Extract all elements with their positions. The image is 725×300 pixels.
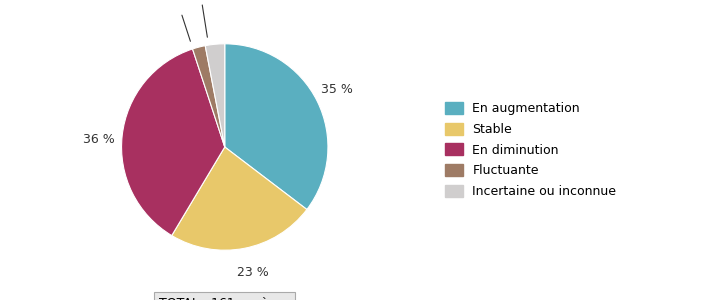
- Text: 36 %: 36 %: [83, 133, 115, 146]
- Text: 23 %: 23 %: [237, 266, 269, 279]
- Wedge shape: [205, 44, 225, 147]
- Text: TOTAL : 161 espèces: TOTAL : 161 espèces: [160, 297, 290, 300]
- Text: 35 %: 35 %: [321, 83, 353, 96]
- Wedge shape: [225, 44, 328, 209]
- Wedge shape: [122, 49, 225, 236]
- Legend: En augmentation, Stable, En diminution, Fluctuante, Incertaine ou inconnue: En augmentation, Stable, En diminution, …: [442, 98, 621, 202]
- Wedge shape: [172, 147, 307, 250]
- Wedge shape: [193, 46, 225, 147]
- Text: 2 %: 2 %: [163, 0, 187, 2]
